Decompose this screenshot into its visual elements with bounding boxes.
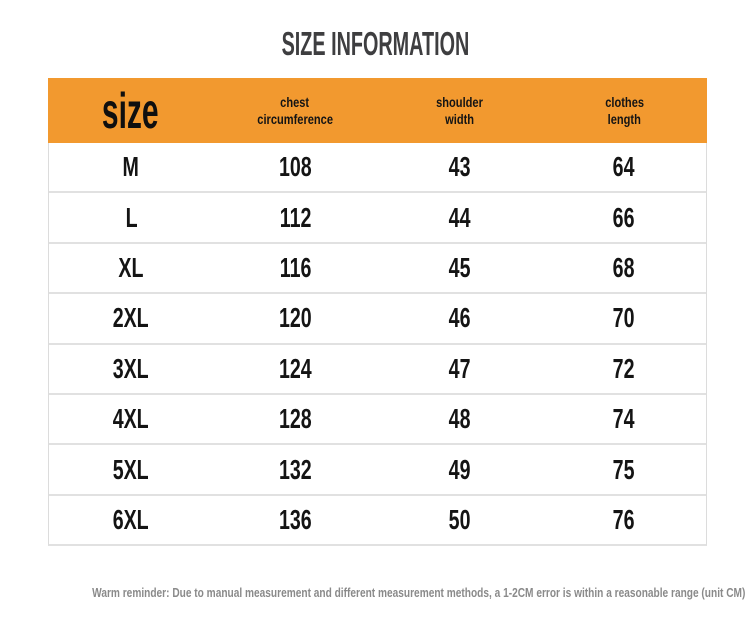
size-header-label: size <box>102 82 159 139</box>
cell-value: M <box>122 151 140 183</box>
cell-value: 124 <box>279 352 312 384</box>
cell-value: 4XL <box>113 403 150 435</box>
cell-shoulder: 48 <box>378 395 542 443</box>
cell-size: XL <box>49 244 213 292</box>
cell-shoulder: 46 <box>378 294 542 342</box>
cell-chest: 108 <box>213 143 377 191</box>
cell-value: 2XL <box>113 302 150 334</box>
cell-size: M <box>49 143 213 191</box>
cell-shoulder: 50 <box>378 496 542 544</box>
header-label-line: circumference <box>257 111 333 127</box>
header-label-line: length <box>608 111 642 127</box>
header-cell-size: size <box>48 78 213 143</box>
table-row: 6XL 136 50 76 <box>49 496 706 544</box>
cell-value: 45 <box>448 251 471 283</box>
cell-chest: 132 <box>213 445 377 493</box>
cell-value: 50 <box>448 503 471 535</box>
cell-chest: 116 <box>213 244 377 292</box>
cell-shoulder: 43 <box>378 143 542 191</box>
page-title: SIZE INFORMATION <box>281 25 469 62</box>
cell-chest: 124 <box>213 345 377 393</box>
cell-value: 132 <box>279 453 312 485</box>
header-label-line: chest <box>280 94 310 110</box>
footer-note-row: Warm reminder: Due to manual measurement… <box>0 584 750 602</box>
cell-value: 70 <box>612 302 635 334</box>
header-cell-shoulder-width: shoulder width <box>378 78 543 143</box>
header-label-line: width <box>445 111 475 127</box>
cell-value: 74 <box>612 403 635 435</box>
cell-value: 64 <box>612 151 635 183</box>
cell-value: 76 <box>612 503 635 535</box>
table-row: 4XL 128 48 74 <box>49 395 706 446</box>
cell-length: 74 <box>542 395 706 443</box>
cell-value: 46 <box>448 302 471 334</box>
cell-value: 116 <box>279 251 312 283</box>
size-table: size chest circumference shoulder width … <box>48 78 707 547</box>
cell-value: 136 <box>279 503 312 535</box>
header-label-line: clothes <box>605 94 644 110</box>
cell-chest: 128 <box>213 395 377 443</box>
cell-size: L <box>49 193 213 241</box>
cell-length: 64 <box>542 143 706 191</box>
cell-size: 4XL <box>49 395 213 443</box>
table-row: M 108 43 64 <box>49 143 706 194</box>
cell-shoulder: 45 <box>378 244 542 292</box>
table-row: 2XL 120 46 70 <box>49 294 706 345</box>
header-label-line: shoulder <box>436 94 484 110</box>
cell-value: XL <box>118 251 144 283</box>
cell-value: 66 <box>612 201 635 233</box>
cell-size: 3XL <box>49 345 213 393</box>
cell-value: 108 <box>279 151 312 183</box>
cell-size: 5XL <box>49 445 213 493</box>
cell-shoulder: 49 <box>378 445 542 493</box>
cell-value: 43 <box>448 151 471 183</box>
table-header: size chest circumference shoulder width … <box>48 78 707 143</box>
header-cell-chest-circumference: chest circumference <box>213 78 378 143</box>
cell-value: 75 <box>612 453 635 485</box>
page-title-row: SIZE INFORMATION <box>0 25 750 63</box>
cell-value: 68 <box>612 251 635 283</box>
cell-length: 68 <box>542 244 706 292</box>
cell-value: 72 <box>612 352 635 384</box>
cell-chest: 112 <box>213 193 377 241</box>
cell-shoulder: 44 <box>378 193 542 241</box>
cell-length: 76 <box>542 496 706 544</box>
cell-size: 6XL <box>49 496 213 544</box>
cell-value: 44 <box>448 201 471 233</box>
header-cell-clothes-length: clothes length <box>542 78 707 143</box>
cell-shoulder: 47 <box>378 345 542 393</box>
cell-value: 6XL <box>113 503 150 535</box>
cell-value: 128 <box>279 403 312 435</box>
cell-value: 3XL <box>113 352 150 384</box>
table-row: 3XL 124 47 72 <box>49 345 706 395</box>
table-body: M 108 43 64 L 112 44 66 XL 116 45 68 2XL… <box>48 143 707 547</box>
cell-chest: 120 <box>213 294 377 342</box>
cell-value: 5XL <box>113 453 150 485</box>
cell-size: 2XL <box>49 294 213 342</box>
cell-length: 72 <box>542 345 706 393</box>
warm-reminder-note: Warm reminder: Due to manual measurement… <box>92 585 746 600</box>
cell-length: 70 <box>542 294 706 342</box>
cell-length: 66 <box>542 193 706 241</box>
cell-value: L <box>125 201 138 233</box>
cell-value: 48 <box>448 403 471 435</box>
cell-length: 75 <box>542 445 706 493</box>
table-row: 5XL 132 49 75 <box>49 445 706 496</box>
cell-value: 112 <box>279 201 312 233</box>
cell-value: 49 <box>448 453 471 485</box>
table-row: L 112 44 66 <box>49 193 706 244</box>
cell-chest: 136 <box>213 496 377 544</box>
table-row: XL 116 45 68 <box>49 244 706 295</box>
cell-value: 120 <box>279 302 312 334</box>
cell-value: 47 <box>448 352 471 384</box>
